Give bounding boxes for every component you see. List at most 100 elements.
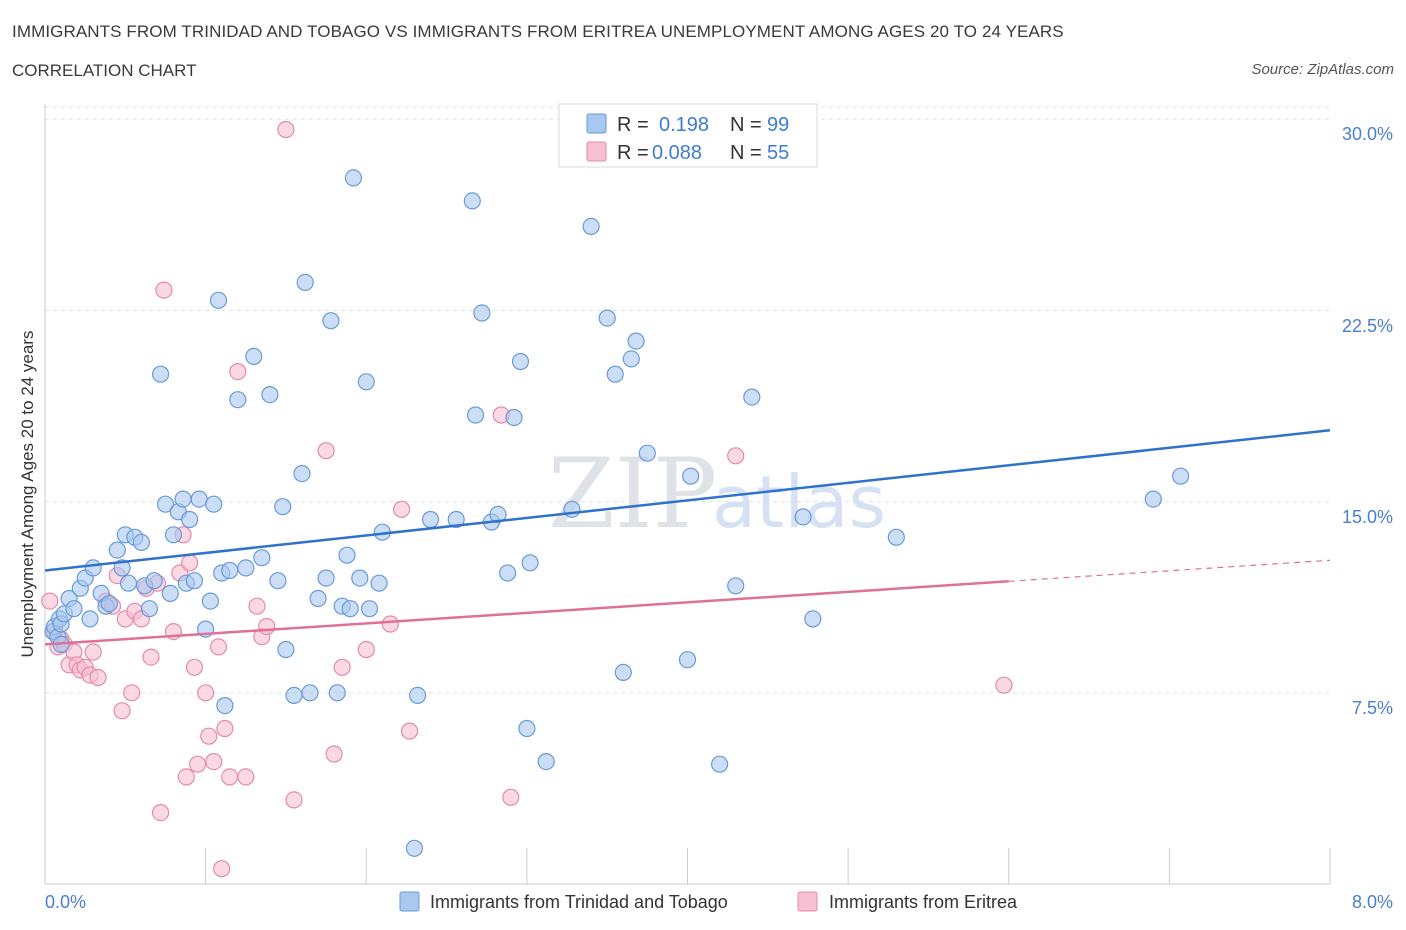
point-eritrea [221, 768, 239, 786]
point-trinidad [205, 495, 223, 513]
point-trinidad [499, 564, 517, 582]
y-tick-label: 22.5% [1342, 316, 1393, 336]
stats-r-value-pink: 0.088 [652, 142, 702, 164]
point-trinidad [274, 498, 292, 516]
point-trinidad [794, 508, 812, 526]
point-trinidad [296, 273, 314, 291]
point-eritrea [181, 554, 199, 572]
point-trinidad [678, 651, 697, 669]
point-eritrea [393, 500, 411, 518]
trend-line-eritrea [44, 580, 1009, 646]
point-eritrea [258, 617, 276, 636]
point-trinidad [1144, 490, 1162, 508]
point-trinidad [614, 663, 632, 682]
point-eritrea [237, 768, 255, 786]
point-trinidad [887, 528, 905, 546]
point-trinidad [582, 217, 600, 235]
y-tick-label: 7.5% [1352, 698, 1393, 718]
point-eritrea [205, 752, 223, 771]
stats-r-label: R = [617, 142, 649, 164]
point-trinidad [360, 600, 379, 618]
point-trinidad [156, 495, 175, 513]
point-trinidad [269, 572, 287, 590]
chart-subtitle: CORRELATION CHART [12, 61, 197, 80]
point-trinidad [727, 577, 745, 595]
point-eritrea [209, 638, 228, 656]
point-trinidad [237, 559, 255, 577]
trend-line-trinidad [44, 429, 1331, 572]
point-trinidad [606, 365, 624, 383]
point-trinidad [174, 490, 192, 508]
x-tick-label: 0.0% [45, 892, 86, 912]
point-eritrea [84, 643, 102, 661]
point-eritrea [142, 648, 160, 666]
point-trinidad [328, 684, 346, 702]
point-trinidad [108, 541, 126, 559]
point-trinidad [511, 352, 530, 371]
series-trinidad-points [44, 169, 1190, 857]
point-trinidad [489, 505, 507, 524]
point-eritrea [317, 442, 335, 460]
point-trinidad [185, 572, 203, 590]
point-trinidad [201, 592, 219, 610]
legend-label-trinidad: Immigrants from Trinidad and Tobago [430, 892, 728, 912]
point-eritrea [197, 684, 215, 702]
point-trinidad [370, 574, 388, 592]
watermark-zip: ZIP [548, 438, 717, 550]
point-trinidad [1171, 467, 1190, 485]
point-trinidad [181, 510, 199, 529]
point-trinidad [209, 291, 228, 309]
point-eritrea [216, 719, 234, 738]
point-trinidad [253, 549, 271, 567]
point-trinidad [473, 304, 491, 322]
point-trinidad [351, 569, 369, 587]
source-note: Source: ZipAtlas.com [1251, 61, 1394, 78]
point-trinidad [421, 510, 440, 529]
point-trinidad [190, 490, 208, 508]
point-trinidad [627, 332, 645, 350]
point-trinidad [277, 640, 295, 659]
point-trinidad [81, 610, 99, 628]
point-trinidad [622, 350, 640, 368]
chart-title: IMMIGRANTS FROM TRINIDAD AND TOBAGO VS I… [12, 22, 1064, 41]
stats-box: R = 0.198 N = 99 R = 0.088 N = 55 [558, 103, 818, 168]
point-trinidad [537, 752, 555, 771]
point-eritrea [200, 727, 218, 745]
point-trinidad [505, 408, 523, 427]
point-trinidad [161, 584, 179, 603]
legend-swatch-eritrea [797, 891, 818, 912]
point-eritrea [229, 363, 247, 381]
stats-r-label: R = [617, 114, 649, 136]
point-trinidad [145, 572, 163, 590]
point-trinidad [341, 600, 359, 618]
y-axis-label: Unemployment Among Ages 20 to 24 years [18, 331, 37, 658]
point-trinidad [164, 526, 183, 544]
point-trinidad [521, 554, 539, 572]
stats-n-value-pink: 55 [767, 142, 789, 164]
point-trinidad [466, 406, 485, 424]
point-eritrea [152, 803, 170, 822]
point-trinidad [309, 589, 327, 608]
x-axis-ticks [205, 848, 1331, 884]
point-trinidad [338, 546, 356, 564]
point-trinidad [463, 192, 481, 210]
point-eritrea [995, 676, 1013, 694]
point-trinidad [152, 365, 170, 383]
trend-line-eritrea-extension [1008, 559, 1331, 582]
y-tick-label: 15.0% [1342, 507, 1393, 527]
point-trinidad [113, 559, 131, 577]
point-trinidad [344, 169, 362, 187]
point-trinidad [65, 600, 83, 618]
stats-n-label: N = [730, 114, 762, 136]
point-eritrea [727, 447, 745, 465]
point-trinidad [317, 569, 335, 587]
stats-n-value-blue: 99 [767, 114, 789, 136]
point-eritrea [401, 722, 419, 740]
point-trinidad [710, 755, 729, 773]
point-trinidad [804, 610, 822, 628]
point-eritrea [325, 745, 343, 763]
point-eritrea [113, 702, 131, 720]
point-trinidad [84, 559, 102, 577]
stats-swatch-blue [586, 113, 607, 134]
